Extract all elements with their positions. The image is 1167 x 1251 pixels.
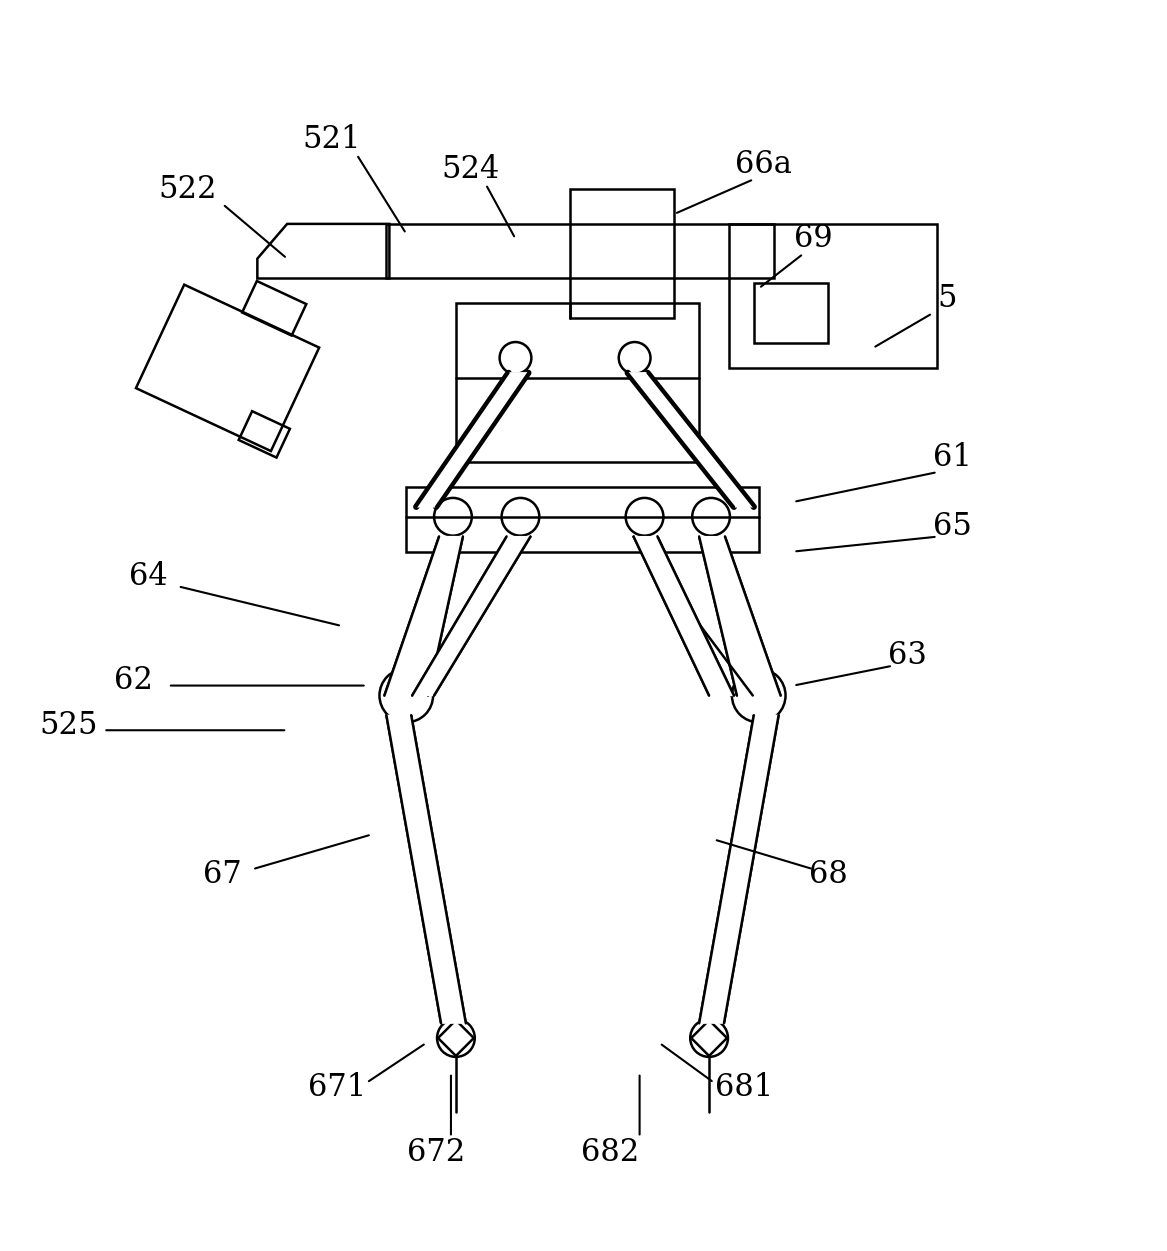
Text: 68: 68 <box>809 858 847 889</box>
Bar <box>729 224 937 368</box>
Text: 67: 67 <box>203 858 242 889</box>
Text: 65: 65 <box>932 512 972 542</box>
Circle shape <box>379 669 433 722</box>
Text: 671: 671 <box>308 1072 366 1103</box>
Text: 521: 521 <box>302 124 361 155</box>
Text: 682: 682 <box>581 1137 640 1167</box>
Polygon shape <box>628 373 754 507</box>
Bar <box>571 189 675 318</box>
Text: 62: 62 <box>114 666 153 696</box>
Text: 672: 672 <box>407 1137 466 1167</box>
Bar <box>456 303 699 462</box>
Text: 522: 522 <box>159 174 217 205</box>
Circle shape <box>690 1020 728 1057</box>
Text: 5: 5 <box>937 283 957 314</box>
Bar <box>754 284 829 343</box>
Polygon shape <box>699 716 778 1023</box>
Polygon shape <box>417 373 529 507</box>
Polygon shape <box>384 537 463 686</box>
Polygon shape <box>384 537 463 696</box>
Circle shape <box>438 1020 475 1057</box>
Bar <box>406 487 759 552</box>
Circle shape <box>619 342 650 374</box>
Text: 525: 525 <box>40 709 98 741</box>
Polygon shape <box>412 537 530 696</box>
Polygon shape <box>699 537 781 696</box>
Circle shape <box>502 498 539 535</box>
Circle shape <box>692 498 729 535</box>
Circle shape <box>732 669 785 722</box>
Circle shape <box>626 498 663 535</box>
Text: 69: 69 <box>794 223 833 254</box>
Text: 64: 64 <box>128 560 167 592</box>
Text: 63: 63 <box>888 641 927 672</box>
Text: 681: 681 <box>714 1072 773 1103</box>
Text: 66a: 66a <box>735 149 792 180</box>
Circle shape <box>499 342 531 374</box>
Polygon shape <box>386 716 466 1023</box>
Circle shape <box>434 498 471 535</box>
Polygon shape <box>634 537 734 696</box>
Text: 61: 61 <box>932 442 972 473</box>
Bar <box>386 224 774 279</box>
Text: 524: 524 <box>441 154 499 185</box>
